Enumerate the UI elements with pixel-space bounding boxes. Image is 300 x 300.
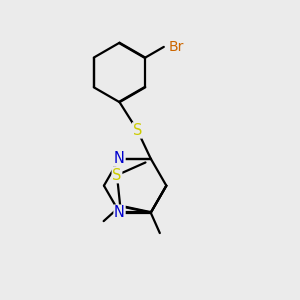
Text: N: N (114, 205, 125, 220)
Text: Br: Br (168, 40, 184, 54)
Text: S: S (133, 123, 142, 138)
Text: S: S (112, 168, 122, 183)
Text: N: N (114, 151, 125, 166)
